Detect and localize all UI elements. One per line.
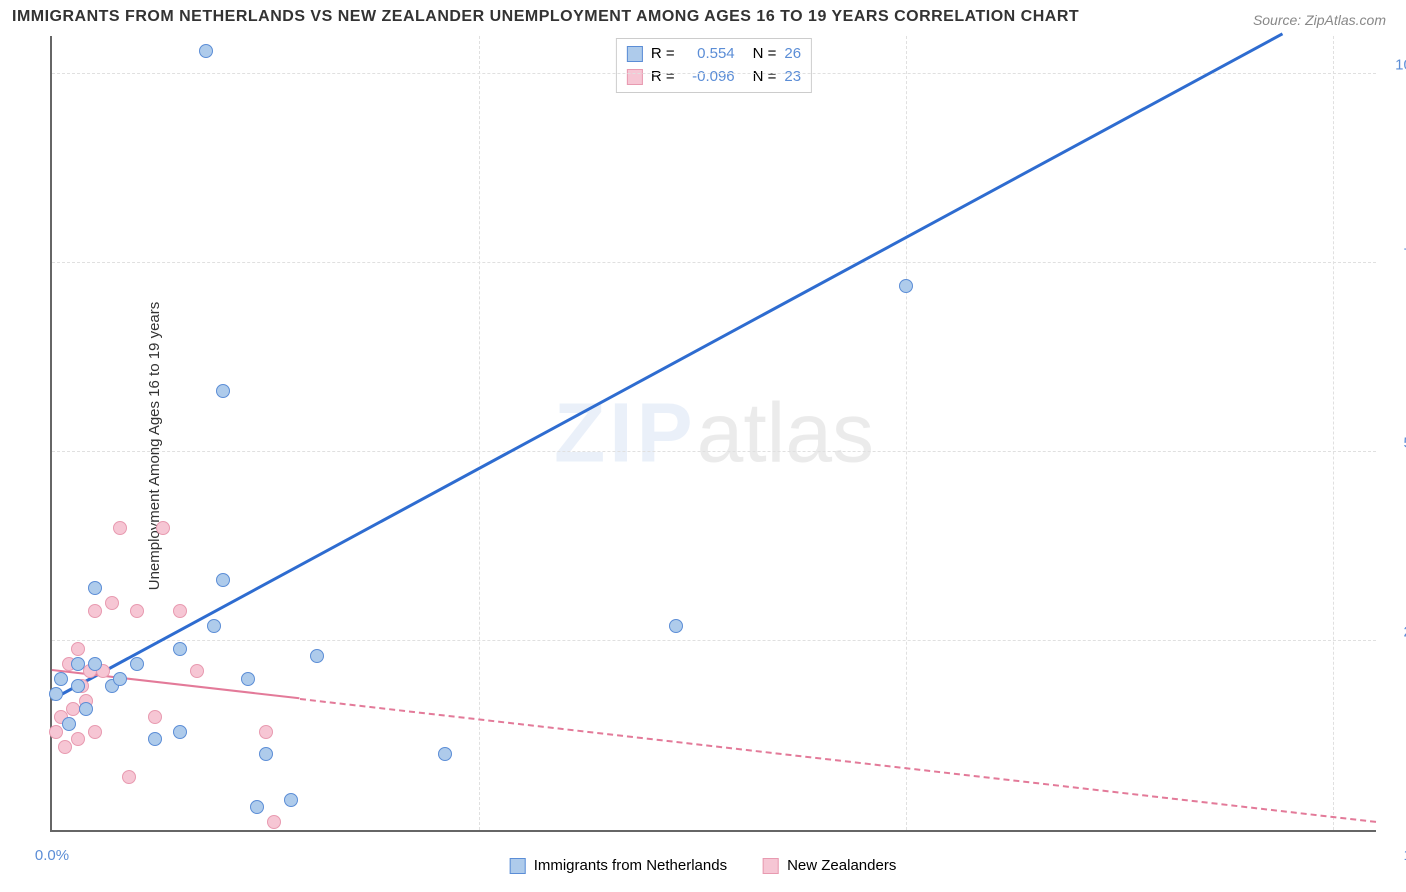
data-point-netherlands — [113, 672, 127, 686]
y-tick-label: 75.0% — [1386, 245, 1406, 262]
data-point-newzealand — [173, 604, 187, 618]
data-point-newzealand — [105, 596, 119, 610]
data-point-netherlands — [88, 581, 102, 595]
n-label: N = — [753, 66, 777, 89]
data-point-netherlands — [71, 679, 85, 693]
data-point-newzealand — [88, 604, 102, 618]
y-tick-label: 100.0% — [1386, 56, 1406, 73]
watermark-atlas: atlas — [697, 386, 874, 480]
data-point-netherlands — [71, 657, 85, 671]
data-point-newzealand — [156, 521, 170, 535]
r-value-netherlands: 0.554 — [683, 43, 735, 66]
data-point-newzealand — [190, 664, 204, 678]
gridline-horizontal — [52, 451, 1376, 452]
data-point-netherlands — [79, 702, 93, 716]
x-tick-label: 0.0% — [35, 847, 69, 864]
data-point-newzealand — [130, 604, 144, 618]
source-label: Source: — [1253, 12, 1301, 28]
data-point-netherlands — [216, 573, 230, 587]
n-label: N = — [753, 43, 777, 66]
data-point-netherlands — [207, 619, 221, 633]
data-point-netherlands — [173, 642, 187, 656]
data-point-netherlands — [199, 44, 213, 58]
data-point-netherlands — [62, 717, 76, 731]
series-legend: Immigrants from Netherlands New Zealande… — [510, 857, 897, 874]
data-point-newzealand — [49, 725, 63, 739]
gridline-vertical — [1333, 36, 1334, 830]
data-point-netherlands — [241, 672, 255, 686]
data-point-newzealand — [122, 770, 136, 784]
r-value-newzealand: -0.096 — [683, 66, 735, 89]
legend-label-netherlands: Immigrants from Netherlands — [534, 857, 727, 874]
chart-container: IMMIGRANTS FROM NETHERLANDS VS NEW ZEALA… — [0, 0, 1406, 892]
swatch-netherlands-icon — [510, 858, 526, 874]
trend-line-netherlands — [51, 33, 1282, 701]
data-point-netherlands — [310, 649, 324, 663]
gridline-horizontal — [52, 262, 1376, 263]
source-value: ZipAtlas.com — [1305, 12, 1386, 28]
data-point-netherlands — [216, 384, 230, 398]
legend-row-newzealand: R = -0.096 N = 23 — [627, 66, 801, 89]
data-point-newzealand — [113, 521, 127, 535]
page-title: IMMIGRANTS FROM NETHERLANDS VS NEW ZEALA… — [12, 8, 1079, 26]
gridline-vertical — [906, 36, 907, 830]
y-tick-label: 50.0% — [1386, 434, 1406, 451]
data-point-newzealand — [71, 732, 85, 746]
data-point-netherlands — [669, 619, 683, 633]
r-label: R = — [651, 66, 675, 89]
legend-row-netherlands: R = 0.554 N = 26 — [627, 43, 801, 66]
watermark-zip: ZIP — [554, 386, 697, 480]
legend-label-newzealand: New Zealanders — [787, 857, 896, 874]
data-point-netherlands — [250, 800, 264, 814]
chart-plot-area: ZIPatlas R = 0.554 N = 26 R = -0.096 N =… — [50, 36, 1376, 832]
legend-item-newzealand: New Zealanders — [763, 857, 896, 874]
gridline-vertical — [479, 36, 480, 830]
n-value-newzealand: 23 — [784, 66, 801, 89]
swatch-newzealand-icon — [763, 858, 779, 874]
x-tick-end-label: 15.0% — [1386, 847, 1406, 864]
data-point-newzealand — [58, 740, 72, 754]
data-point-netherlands — [49, 687, 63, 701]
r-label: R = — [651, 43, 675, 66]
data-point-newzealand — [71, 642, 85, 656]
data-point-netherlands — [88, 657, 102, 671]
data-point-netherlands — [259, 747, 273, 761]
data-point-netherlands — [54, 672, 68, 686]
data-point-newzealand — [148, 710, 162, 724]
data-point-netherlands — [130, 657, 144, 671]
n-value-netherlands: 26 — [784, 43, 801, 66]
data-point-netherlands — [899, 279, 913, 293]
source-attribution: Source: ZipAtlas.com — [1253, 12, 1386, 28]
swatch-newzealand — [627, 69, 643, 85]
gridline-horizontal — [52, 640, 1376, 641]
data-point-netherlands — [148, 732, 162, 746]
data-point-newzealand — [259, 725, 273, 739]
data-point-netherlands — [438, 747, 452, 761]
swatch-netherlands — [627, 46, 643, 62]
legend-item-netherlands: Immigrants from Netherlands — [510, 857, 727, 874]
data-point-netherlands — [284, 793, 298, 807]
gridline-horizontal — [52, 73, 1376, 74]
data-point-netherlands — [173, 725, 187, 739]
data-point-newzealand — [88, 725, 102, 739]
correlation-legend: R = 0.554 N = 26 R = -0.096 N = 23 — [616, 38, 812, 93]
trend-line-newzealand — [300, 698, 1377, 823]
data-point-newzealand — [267, 815, 281, 829]
y-tick-label: 25.0% — [1386, 623, 1406, 640]
